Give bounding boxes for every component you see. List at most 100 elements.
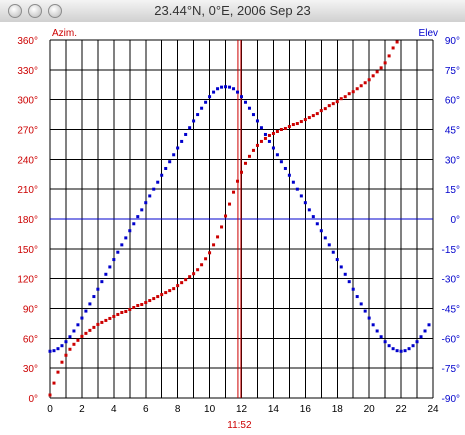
elevation-point [48, 349, 52, 353]
elevation-tick-label: 0° [450, 215, 460, 226]
azimuth-point [232, 190, 236, 194]
elevation-point [64, 340, 68, 344]
elevation-tick-label: 60° [445, 96, 460, 107]
azimuth-point [152, 297, 156, 301]
zoom-button[interactable] [48, 4, 62, 18]
azimuth-point [136, 304, 140, 308]
elevation-point [100, 280, 104, 284]
azimuth-tick-label: 30° [23, 364, 38, 375]
elevation-tick-label: 75° [445, 66, 460, 77]
azimuth-point [60, 360, 64, 364]
x-tick-label: 8 [175, 404, 181, 415]
x-tick-label: 0 [47, 404, 53, 415]
close-button[interactable] [8, 4, 22, 18]
azimuth-point [279, 128, 283, 131]
elevation-point [208, 95, 212, 99]
elevation-point [168, 160, 172, 164]
azimuth-point [148, 299, 152, 303]
azimuth-point [315, 112, 319, 116]
elevation-point [164, 166, 168, 170]
elevation-point [335, 258, 339, 262]
azimuth-point [319, 109, 323, 113]
elevation-point [267, 139, 271, 143]
sun-position-chart: 0 2 4 6 8 10 12 14 16 18 20 22 24 0°30°60°90°120°150… [0, 22, 465, 435]
azimuth-point [208, 251, 212, 255]
azimuth-tick-label: 90° [23, 305, 38, 316]
azimuth-point [331, 102, 335, 106]
elevation-point [176, 146, 180, 150]
elevation-point [72, 329, 76, 333]
elevation-point [160, 173, 164, 177]
elevation-point [144, 201, 148, 205]
azimuth-point [228, 202, 232, 206]
elevation-point [379, 335, 383, 339]
azimuth-point [172, 287, 176, 291]
azimuth-point [116, 312, 120, 316]
elevation-point [132, 222, 136, 226]
elevation-point [387, 344, 391, 348]
elevation-tick-label: -60° [442, 334, 460, 345]
elevation-point [427, 323, 431, 327]
elevation-point [232, 87, 236, 91]
elevation-point [399, 349, 403, 353]
azimuth-point [327, 104, 331, 108]
azimuth-point [391, 46, 395, 50]
azimuth-point [271, 131, 275, 135]
x-tick-label: 22 [396, 404, 408, 415]
elevation-point [319, 229, 323, 233]
azimuth-point [367, 78, 371, 82]
azimuth-point [168, 289, 172, 293]
elevation-point [200, 106, 204, 110]
azimuth-tick-label: 210° [17, 185, 38, 196]
solar-noon-marker [237, 40, 242, 398]
x-tick-label: 18 [332, 404, 344, 415]
elevation-point [120, 243, 124, 247]
x-tick-label: 14 [268, 404, 280, 415]
elevation-tick-label: -15° [442, 245, 460, 256]
azimuth-point [184, 278, 188, 282]
elevation-point [339, 265, 343, 269]
azimuth-point [224, 214, 228, 218]
elevation-point [359, 302, 363, 306]
elevation-point [315, 222, 319, 226]
azimuth-point [236, 179, 240, 183]
elevation-axis-ticks: -90° -75° -60° -45° -30° -15° 0° 15° 30° 45° 60° 75… [442, 36, 460, 405]
elevation-point [52, 349, 56, 353]
elevation-point [196, 113, 200, 117]
x-tick-label: 16 [300, 404, 312, 415]
minimize-button[interactable] [28, 4, 42, 18]
window-titlebar[interactable]: 23.44°N, 0°E, 2006 Sep 23 [0, 0, 465, 23]
elevation-point [351, 287, 355, 291]
noon-time-label: 11:52 [227, 420, 252, 431]
azimuth-point [287, 125, 291, 129]
elevation-point [192, 119, 196, 123]
azimuth-point [351, 90, 355, 94]
elevation-point [224, 85, 228, 89]
elevation-point [347, 280, 351, 284]
azimuth-point [180, 281, 184, 285]
elevation-point [415, 340, 419, 344]
azimuth-point [395, 40, 399, 44]
elevation-point [323, 236, 327, 240]
elevation-point [247, 106, 251, 110]
elevation-point [411, 344, 415, 348]
chart-background [0, 22, 465, 435]
elevation-point [395, 349, 399, 353]
elevation-point [275, 153, 279, 157]
azimuth-tick-label: 360° [17, 36, 38, 47]
azimuth-point [48, 393, 52, 397]
azimuth-point [88, 328, 92, 332]
azimuth-point [251, 148, 255, 152]
azimuth-point [156, 295, 160, 299]
azimuth-point [204, 257, 208, 261]
elevation-point [104, 272, 108, 276]
elevation-tick-label: 15° [445, 185, 460, 196]
elevation-point [68, 335, 72, 339]
elevation-point [423, 329, 427, 333]
azimuth-point [323, 107, 327, 111]
elevation-point [60, 344, 64, 348]
azimuth-point [64, 353, 68, 357]
elevation-point [216, 87, 220, 91]
azimuth-point [339, 97, 343, 101]
elevation-point [124, 236, 128, 240]
